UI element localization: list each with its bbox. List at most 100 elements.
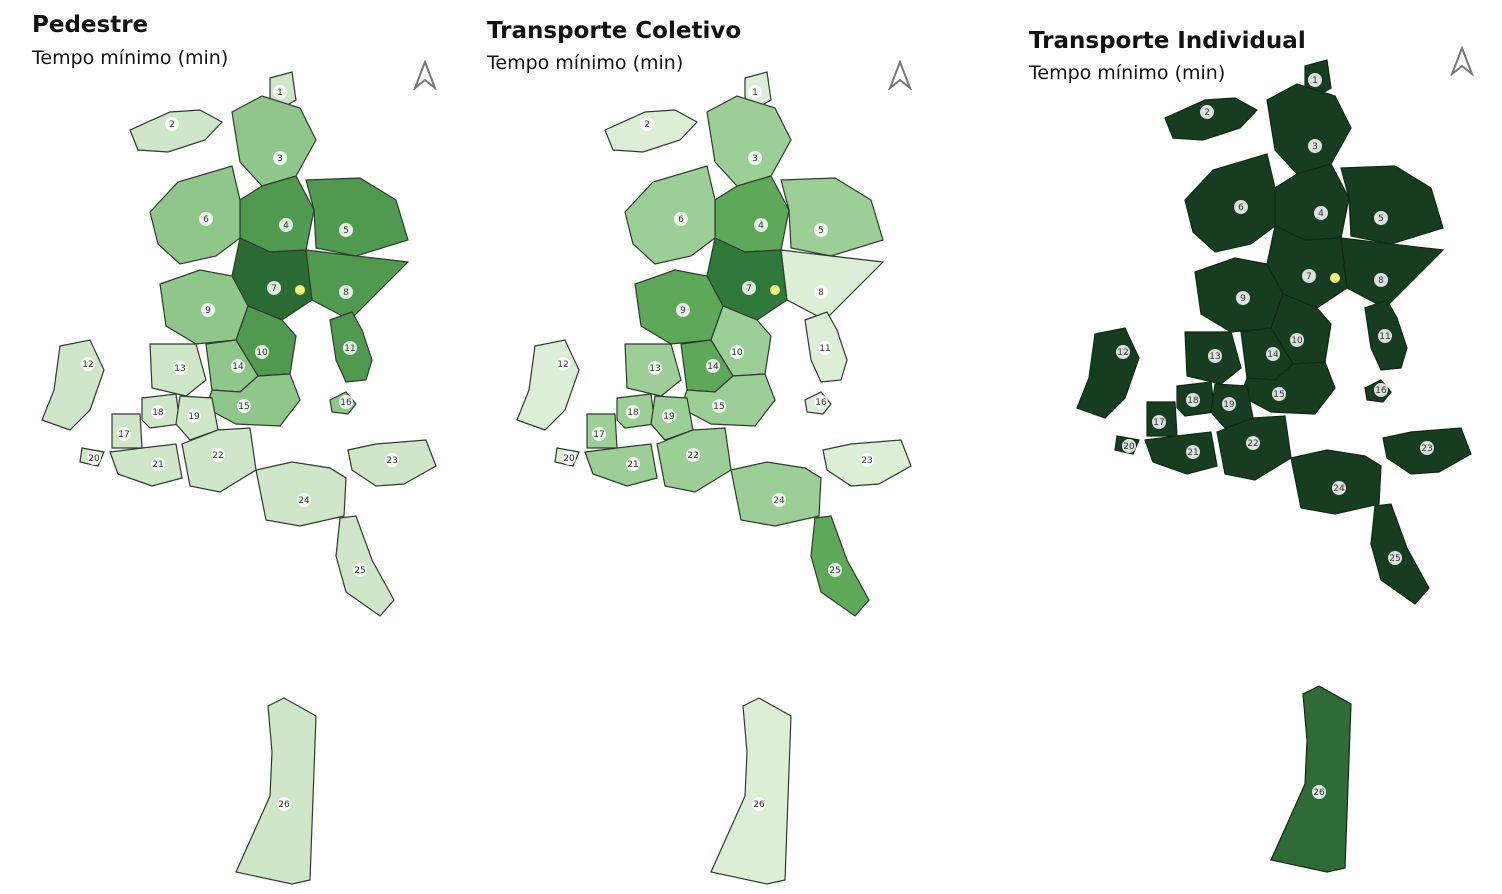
zone-label-badge — [706, 359, 720, 373]
zone-label-badge — [640, 117, 654, 131]
zone-label: 3 — [277, 154, 283, 164]
panel-title: Transporte Individual — [1029, 28, 1306, 54]
zone-15 — [680, 373, 776, 427]
zone-label: 20 — [88, 454, 100, 464]
zone-label-badge — [1200, 105, 1214, 119]
zone-label: 20 — [1123, 442, 1135, 452]
zone-label-badge — [1374, 273, 1388, 287]
zone-label: 2 — [1204, 108, 1210, 118]
zone-label: 6 — [203, 215, 209, 225]
zone-label: 20 — [563, 454, 575, 464]
zone-label-badge — [1152, 415, 1166, 429]
zone-label-badge — [339, 223, 353, 237]
zone-3 — [1266, 83, 1352, 175]
zone-label-badge — [1246, 436, 1260, 450]
zone-label: 8 — [1378, 276, 1384, 286]
north-arrow-icon — [888, 60, 912, 90]
zone-label: 21 — [627, 460, 638, 470]
zone-label: 13 — [649, 364, 660, 374]
zone-26 — [235, 697, 317, 885]
zone-label: 4 — [1318, 209, 1324, 219]
zone-8 — [1340, 237, 1445, 309]
zone-5 — [305, 177, 409, 257]
zone-21 — [109, 443, 183, 487]
zone-label-badge — [772, 493, 786, 507]
zone-label: 17 — [1153, 418, 1164, 428]
zone-26 — [710, 697, 792, 885]
map-panel-transporte-coletivo: Transporte Coletivo Tempo mínimo (min) 1… — [470, 0, 990, 894]
zone-label: 14 — [232, 362, 244, 372]
zone-label: 4 — [758, 221, 764, 231]
zone-label-badge — [1302, 269, 1316, 283]
zone-label: 7 — [1306, 272, 1312, 282]
zone-label: 25 — [829, 566, 840, 576]
zone-label-badge — [1312, 785, 1326, 799]
zone-label: 9 — [1240, 294, 1246, 304]
zone-label-badge — [1234, 200, 1248, 214]
zone-label-badge — [353, 563, 367, 577]
zone-label-badge — [117, 427, 131, 441]
map-panel-transporte-individual: Transporte Individual Tempo mínimo (min)… — [990, 0, 1502, 894]
zone-label: 6 — [678, 215, 684, 225]
zone-label: 23 — [386, 456, 397, 466]
zone-label: 2 — [644, 120, 650, 130]
zone-label-badge — [752, 797, 766, 811]
zone-label: 21 — [152, 460, 163, 470]
zone-2 — [129, 109, 223, 153]
zone-label: 16 — [815, 398, 827, 408]
zone-5 — [1340, 165, 1444, 245]
zone-label-badge — [201, 303, 215, 317]
zone-label-badge — [814, 223, 828, 237]
north-arrow-icon — [1450, 46, 1474, 76]
zone-label-badge — [626, 457, 640, 471]
zone-12 — [41, 339, 105, 431]
zone-6 — [1184, 153, 1276, 253]
zone-label-badge — [1236, 291, 1250, 305]
zone-label-badge — [151, 457, 165, 471]
zone-label: 4 — [283, 221, 289, 231]
center-marker — [295, 285, 305, 295]
zone-12 — [1076, 327, 1140, 419]
zone-3 — [706, 95, 792, 187]
zone-label: 22 — [212, 451, 223, 461]
zone-label-badge — [1308, 139, 1322, 153]
zone-12 — [516, 339, 580, 431]
zone-label: 18 — [152, 408, 164, 418]
zone-label-badge — [674, 212, 688, 226]
zone-label: 5 — [1378, 214, 1384, 224]
zone-label-badge — [556, 357, 570, 371]
panel-title: Pedestre — [32, 12, 149, 38]
zone-label-badge — [231, 359, 245, 373]
zone-15 — [1240, 361, 1336, 415]
zone-label-badge — [814, 395, 828, 409]
zone-label: 26 — [753, 800, 765, 810]
center-marker — [770, 285, 780, 295]
zone-label: 26 — [1313, 788, 1325, 798]
zone-label: 9 — [205, 306, 211, 316]
zone-label: 18 — [1187, 396, 1199, 406]
zone-label-badge — [277, 797, 291, 811]
zone-label-badge — [686, 448, 700, 462]
zone-label-badge — [1208, 349, 1222, 363]
zone-label-badge — [1374, 211, 1388, 225]
zone-label: 21 — [1187, 448, 1198, 458]
zone-label-badge — [828, 563, 842, 577]
zone-label-badge — [297, 493, 311, 507]
zone-4 — [239, 175, 315, 253]
zone-label-badge — [814, 285, 828, 299]
zone-label: 19 — [663, 412, 675, 422]
zone-label-badge — [1378, 329, 1392, 343]
zone-label: 25 — [1389, 554, 1400, 564]
zone-label-badge — [748, 85, 762, 99]
zone-label: 11 — [1379, 332, 1390, 342]
zone-21 — [584, 443, 658, 487]
zone-label-badge — [712, 399, 726, 413]
zone-label: 10 — [256, 348, 268, 358]
zone-label: 13 — [174, 364, 185, 374]
zone-21 — [1144, 431, 1218, 475]
zone-label: 15 — [238, 402, 249, 412]
zone-label: 16 — [340, 398, 352, 408]
